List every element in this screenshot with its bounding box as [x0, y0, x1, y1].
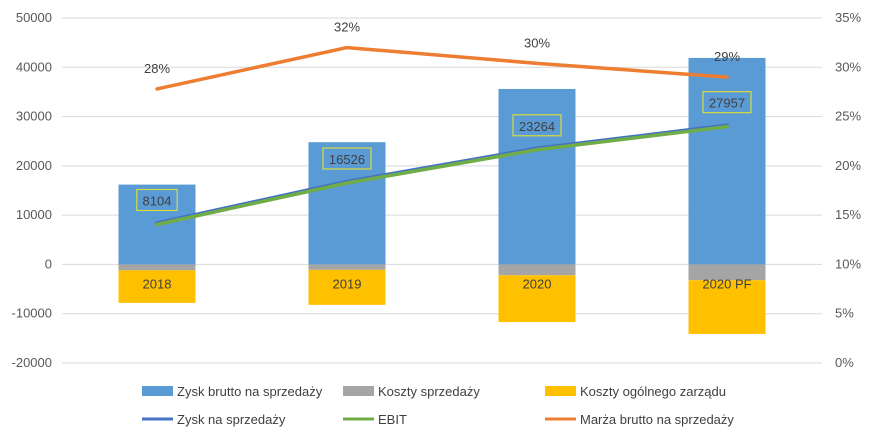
bar-2 — [118, 264, 196, 271]
legend-label: Marża brutto na sprzedaży — [580, 412, 734, 427]
y-left-tick-label: 30000 — [16, 109, 52, 124]
margin-data-label: 32% — [334, 20, 360, 35]
legend-label: EBIT — [378, 412, 407, 427]
legend-label: Koszty sprzedaży — [378, 384, 480, 399]
y-right-tick-label: 20% — [835, 158, 861, 173]
ebit-data-label: 8104 — [143, 193, 172, 208]
y-left-tick-label: 0 — [45, 256, 52, 271]
y-axis-right: 0% 5% 10% 15% 20% 25% 30% 35% — [835, 10, 861, 370]
y-left-tick-label: 50000 — [16, 10, 52, 25]
bar-3 — [688, 280, 766, 334]
line-ebit — [155, 124, 729, 227]
y-right-tick-label: 25% — [835, 109, 861, 124]
y-left-tick-label: 40000 — [16, 59, 52, 74]
margin-data-label: 29% — [714, 49, 740, 64]
legend: Zysk brutto na sprzedaży Koszty sprzedaży… — [142, 384, 734, 427]
margin-data-label: 28% — [144, 61, 170, 76]
y-right-tick-label: 35% — [835, 10, 861, 25]
y-left-tick-label: -20000 — [12, 355, 52, 370]
y-axis-left: -20000 -10000 0 10000 20000 30000 40000 50000 — [12, 10, 52, 370]
ebit-label-box — [136, 188, 178, 212]
legend-label: Zysk brutto na sprzedaży — [177, 384, 323, 399]
category-label: 2020 — [523, 276, 552, 291]
ebit-label-box — [512, 114, 562, 137]
y-right-tick-label: 0% — [835, 355, 854, 370]
ebit-label-box — [702, 91, 752, 114]
line-mar-a-brutto-na-sprzeda-y — [155, 45, 729, 91]
y-right-tick-label: 10% — [835, 256, 861, 271]
ebit-data-label: 27957 — [709, 96, 745, 111]
bar-1 — [498, 88, 576, 265]
bar-1 — [308, 142, 386, 265]
legend-swatch — [343, 386, 374, 396]
bar-3 — [118, 270, 196, 303]
ebit-data-label: 23264 — [519, 119, 555, 134]
data-labels: 2018 2019 2020 2020 PF 8104 16526 23264 27957 28… — [136, 20, 752, 291]
bar-3 — [308, 269, 386, 305]
bars — [118, 57, 766, 334]
bar-2 — [308, 264, 386, 270]
category-label: 2018 — [143, 276, 172, 291]
y-left-tick-label: 20000 — [16, 158, 52, 173]
lines — [155, 45, 729, 227]
legend-label: Koszty ogólnego zarządu — [580, 384, 726, 399]
bar-3 — [498, 275, 576, 323]
bar-2 — [688, 264, 766, 281]
margin-data-label: 30% — [524, 35, 550, 50]
category-label: 2020 PF — [702, 276, 751, 291]
bar-1 — [688, 57, 766, 265]
y-right-tick-label: 5% — [835, 306, 854, 321]
bar-2 — [498, 264, 576, 276]
line-zysk-na-sprzeda-y — [155, 123, 729, 225]
ebit-label-box — [322, 147, 372, 170]
y-left-tick-label: -10000 — [12, 306, 52, 321]
legend-label: Zysk na sprzedaży — [177, 412, 286, 427]
legend-swatch — [545, 386, 576, 396]
y-left-tick-label: 10000 — [16, 207, 52, 222]
category-label: 2019 — [333, 276, 362, 291]
ebit-data-label: 16526 — [329, 152, 365, 167]
y-right-tick-label: 15% — [835, 207, 861, 222]
legend-swatch — [142, 386, 173, 396]
y-right-tick-label: 30% — [835, 59, 861, 74]
